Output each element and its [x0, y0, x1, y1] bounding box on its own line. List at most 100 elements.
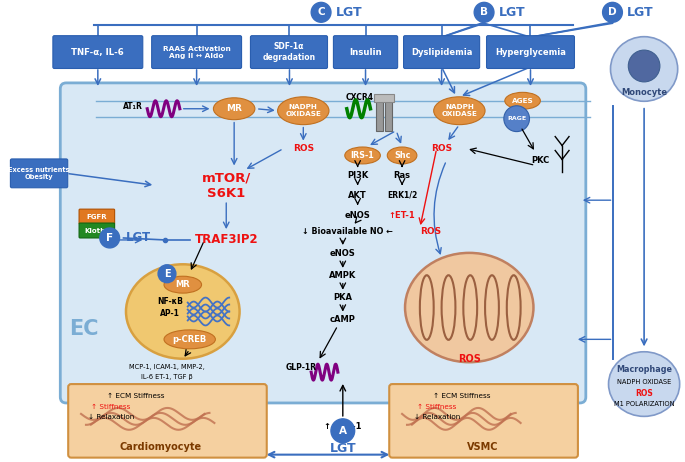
FancyBboxPatch shape [53, 36, 142, 68]
Text: D: D [608, 7, 616, 17]
Text: LGT: LGT [329, 442, 356, 455]
Text: VSMC: VSMC [467, 442, 499, 452]
Ellipse shape [387, 147, 417, 164]
Text: ↑ ECM Stiffness: ↑ ECM Stiffness [433, 393, 490, 399]
Text: ↓ Bioavailable NO ←: ↓ Bioavailable NO ← [302, 227, 393, 237]
Text: Cardiomyocyte: Cardiomyocyte [119, 442, 201, 452]
FancyBboxPatch shape [151, 36, 242, 68]
Text: NADPH
OXIDASE: NADPH OXIDASE [441, 104, 477, 117]
Circle shape [158, 265, 176, 283]
FancyBboxPatch shape [389, 384, 578, 458]
Ellipse shape [277, 97, 329, 125]
Text: ↑ GLP-1: ↑ GLP-1 [324, 422, 362, 432]
Text: ↓ Relaxation: ↓ Relaxation [414, 414, 460, 420]
Bar [376, 96, 384, 131]
Text: ↑ Stiffness: ↑ Stiffness [417, 404, 456, 410]
Text: AMPK: AMPK [329, 271, 356, 280]
Text: Excess nutrients
Obesity: Excess nutrients Obesity [8, 167, 70, 180]
FancyBboxPatch shape [403, 36, 480, 68]
Text: AKT: AKT [348, 191, 367, 200]
Circle shape [100, 228, 120, 248]
Text: ↑ ECM Stiffness: ↑ ECM Stiffness [107, 393, 164, 399]
Text: PI3K: PI3K [347, 171, 369, 180]
Text: ROS: ROS [420, 227, 441, 237]
FancyBboxPatch shape [486, 36, 575, 68]
Text: C: C [317, 7, 325, 17]
Circle shape [311, 2, 331, 22]
Text: E: E [164, 269, 171, 279]
Text: EC: EC [69, 319, 99, 340]
Circle shape [603, 2, 623, 22]
Text: FGFR: FGFR [86, 213, 107, 219]
Text: NADPH
OXIDASE: NADPH OXIDASE [286, 104, 321, 117]
Ellipse shape [628, 50, 660, 82]
Ellipse shape [164, 330, 215, 349]
Ellipse shape [345, 147, 380, 164]
Text: ROS: ROS [635, 389, 653, 397]
Ellipse shape [126, 264, 240, 359]
Bar [385, 96, 393, 131]
Ellipse shape [608, 352, 680, 416]
Text: ROS: ROS [431, 144, 452, 153]
Circle shape [331, 419, 355, 443]
FancyBboxPatch shape [251, 36, 327, 68]
Circle shape [504, 106, 530, 132]
Text: SDF-1α
degradation: SDF-1α degradation [262, 43, 316, 62]
Text: MR: MR [226, 104, 242, 113]
Text: CXCR4: CXCR4 [346, 93, 373, 102]
Ellipse shape [214, 98, 255, 120]
Text: Klotho: Klotho [84, 227, 110, 233]
Text: S6K1: S6K1 [207, 187, 245, 200]
Ellipse shape [164, 276, 201, 293]
Ellipse shape [610, 36, 677, 101]
Text: ↑ET-1: ↑ET-1 [388, 211, 416, 219]
Text: NADPH OXIDASE: NADPH OXIDASE [617, 379, 671, 385]
Text: Insulin: Insulin [349, 48, 382, 56]
Text: IL-6 ET-1, TGF β: IL-6 ET-1, TGF β [141, 374, 193, 380]
Text: cAMP: cAMP [330, 315, 356, 324]
Text: mTOR/: mTOR/ [201, 172, 251, 185]
Ellipse shape [434, 97, 485, 125]
Text: Ras: Ras [394, 171, 410, 180]
Text: Shc: Shc [394, 151, 410, 160]
Text: GLP-1R: GLP-1R [286, 363, 317, 371]
FancyBboxPatch shape [79, 209, 114, 224]
Text: AGES: AGES [512, 98, 534, 104]
Text: AP-1: AP-1 [160, 309, 180, 318]
Text: ↓ Relaxation: ↓ Relaxation [88, 414, 134, 420]
Ellipse shape [405, 253, 534, 362]
FancyBboxPatch shape [334, 36, 397, 68]
Text: Dyslipidemia: Dyslipidemia [411, 48, 472, 56]
Text: LGT: LGT [125, 231, 151, 244]
Text: M1 POLARIZATION: M1 POLARIZATION [614, 401, 674, 407]
Text: TRAF3IP2: TRAF3IP2 [195, 233, 258, 246]
Text: ERK1/2: ERK1/2 [387, 191, 417, 200]
Text: AT₁R: AT₁R [123, 102, 143, 111]
Text: Monocyte: Monocyte [621, 88, 667, 97]
Text: eNOS: eNOS [330, 249, 356, 258]
Text: NF-κB: NF-κB [157, 297, 183, 306]
Text: F: F [106, 233, 113, 243]
Text: Macrophage: Macrophage [616, 365, 672, 374]
Text: TNF-α, IL-6: TNF-α, IL-6 [71, 48, 124, 56]
FancyBboxPatch shape [68, 384, 266, 458]
FancyBboxPatch shape [79, 223, 114, 238]
Text: ↑ Stiffness: ↑ Stiffness [91, 404, 130, 410]
Text: B: B [480, 7, 488, 17]
Bar [375, 94, 394, 102]
Text: MR: MR [175, 280, 190, 289]
Text: LGT: LGT [336, 6, 362, 19]
Text: p-CREB: p-CREB [173, 335, 207, 344]
Ellipse shape [505, 92, 540, 109]
Text: LGT: LGT [627, 6, 654, 19]
Text: ROS: ROS [292, 144, 314, 153]
Text: PKA: PKA [334, 293, 352, 302]
Text: MCP-1, ICAM-1, MMP-2,: MCP-1, ICAM-1, MMP-2, [129, 364, 205, 370]
FancyBboxPatch shape [10, 159, 68, 188]
Text: A: A [339, 426, 347, 436]
Text: RAGE: RAGE [507, 116, 526, 121]
Text: IRS-1: IRS-1 [351, 151, 375, 160]
Text: LGT: LGT [499, 6, 525, 19]
Text: Hyperglycemia: Hyperglycemia [495, 48, 566, 56]
Circle shape [474, 2, 494, 22]
